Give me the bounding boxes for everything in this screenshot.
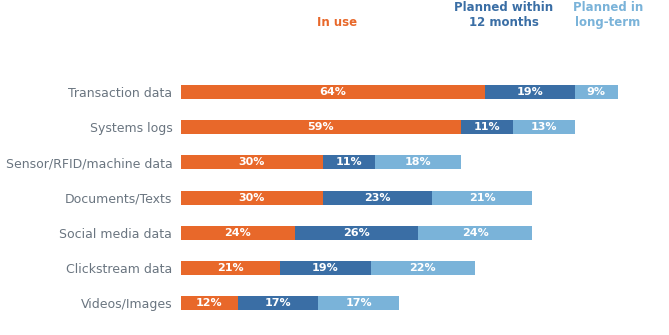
Bar xyxy=(237,296,318,310)
Bar xyxy=(280,261,371,275)
Text: 13%: 13% xyxy=(531,122,557,132)
Bar xyxy=(513,120,575,134)
Bar xyxy=(375,155,461,170)
Bar xyxy=(181,120,461,134)
Text: 64%: 64% xyxy=(319,87,346,97)
Bar xyxy=(318,296,399,310)
Text: 23%: 23% xyxy=(365,193,391,203)
Text: 30%: 30% xyxy=(239,193,265,203)
Text: In use: In use xyxy=(317,16,357,29)
Text: 21%: 21% xyxy=(469,193,496,203)
Text: 22%: 22% xyxy=(409,263,436,273)
Text: 12%: 12% xyxy=(196,298,222,308)
Text: 17%: 17% xyxy=(345,298,372,308)
Text: 30%: 30% xyxy=(239,157,265,168)
Text: Planned within
12 months: Planned within 12 months xyxy=(454,1,553,29)
Bar xyxy=(294,226,418,240)
Text: 18%: 18% xyxy=(405,157,432,168)
Text: Planned in
long-term: Planned in long-term xyxy=(573,1,644,29)
Bar xyxy=(181,261,280,275)
Text: 11%: 11% xyxy=(474,122,500,132)
Text: 17%: 17% xyxy=(265,298,291,308)
Bar xyxy=(181,85,484,99)
Bar xyxy=(181,191,323,205)
Bar xyxy=(181,226,294,240)
Text: 24%: 24% xyxy=(462,228,488,238)
Text: 59%: 59% xyxy=(308,122,334,132)
Text: 19%: 19% xyxy=(312,263,339,273)
Text: 21%: 21% xyxy=(217,263,244,273)
Bar xyxy=(371,261,475,275)
Bar xyxy=(323,155,375,170)
Bar xyxy=(418,226,532,240)
Text: 26%: 26% xyxy=(343,228,370,238)
Bar xyxy=(181,155,323,170)
Text: 11%: 11% xyxy=(336,157,363,168)
Bar xyxy=(461,120,513,134)
Text: 19%: 19% xyxy=(516,87,543,97)
Bar xyxy=(323,191,432,205)
Text: 9%: 9% xyxy=(587,87,605,97)
Bar xyxy=(432,191,532,205)
Text: 24%: 24% xyxy=(224,228,251,238)
Bar xyxy=(575,85,617,99)
Bar xyxy=(181,296,237,310)
Bar xyxy=(484,85,575,99)
